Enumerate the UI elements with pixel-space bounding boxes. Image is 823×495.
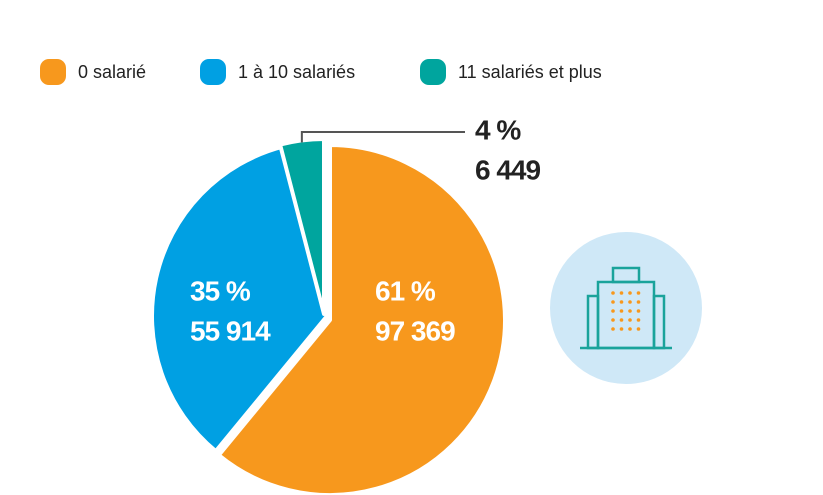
legend-label: 0 salarié xyxy=(78,62,146,82)
count-label: 6 449 xyxy=(475,154,540,185)
legend-swatch xyxy=(200,59,226,85)
legend-swatch xyxy=(420,59,446,85)
legend-swatch xyxy=(40,59,66,85)
leader-line xyxy=(300,131,465,143)
percent-label: 4 % xyxy=(475,114,521,145)
legend-label: 11 salariés et plus xyxy=(458,62,602,82)
legend-label: 1 à 10 salariés xyxy=(238,62,355,82)
percent-label: 61 % xyxy=(375,275,436,306)
count-label: 97 369 xyxy=(375,315,455,346)
percent-label: 35 % xyxy=(190,275,251,306)
pie-slice xyxy=(216,143,507,495)
pie-slice xyxy=(150,144,329,454)
count-label: 55 914 xyxy=(190,315,271,346)
building-icon xyxy=(550,232,702,384)
